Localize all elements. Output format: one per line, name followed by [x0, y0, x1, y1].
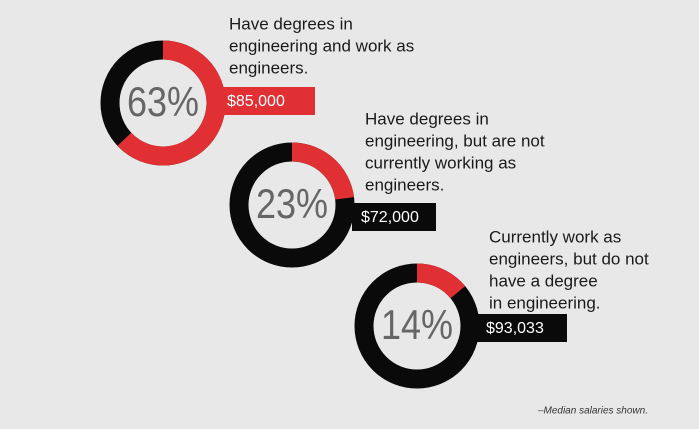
- salary-label: $72,000: [361, 209, 419, 226]
- percent-label: 63%: [127, 78, 199, 125]
- description-line: Have degrees in: [365, 109, 489, 128]
- donut-arc: [291, 142, 355, 201]
- salary-box: [477, 314, 567, 342]
- description-line: have a degree: [489, 271, 598, 290]
- description-line: engineers.: [365, 175, 444, 194]
- description-line: engineering, but are not: [365, 131, 545, 150]
- percent-label: 23%: [256, 180, 328, 227]
- description-line: Have degrees in: [229, 14, 353, 33]
- description-line: engineers.: [229, 58, 308, 77]
- percent-label: 14%: [381, 301, 453, 348]
- donut-arc: [117, 40, 226, 166]
- donut-arc: [416, 263, 466, 299]
- description-line: engineering and work as: [229, 36, 414, 55]
- salary-box: [218, 87, 315, 115]
- description-line: Currently work as: [489, 227, 621, 246]
- description-line: in engineering.: [489, 293, 601, 312]
- description-line: currently working as: [365, 153, 516, 172]
- footnote: –Median salaries shown.: [537, 406, 648, 417]
- salary-label: $85,000: [227, 93, 285, 110]
- description-line: engineers, but do not: [489, 249, 649, 268]
- salary-label: $93,033: [486, 320, 544, 337]
- salary-box: [352, 203, 436, 231]
